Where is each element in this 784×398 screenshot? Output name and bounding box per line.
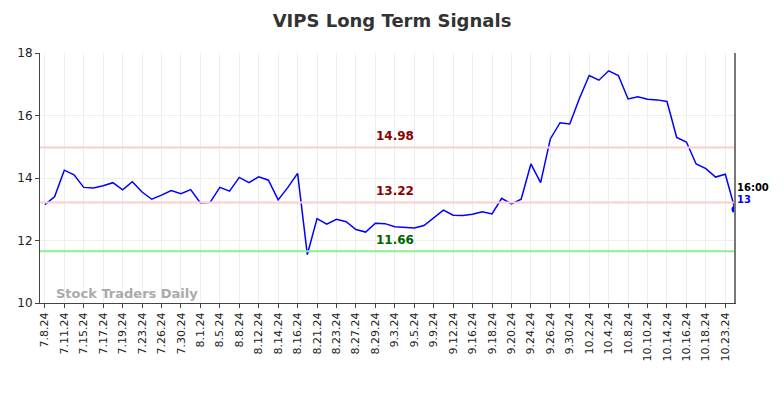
svg-text:8.1.24: 8.1.24 [194, 312, 207, 347]
svg-text:Stock Traders Daily: Stock Traders Daily [56, 286, 198, 301]
svg-text:10.4.24: 10.4.24 [602, 312, 615, 354]
svg-text:18: 18 [17, 46, 32, 60]
svg-text:10.18.24: 10.18.24 [699, 312, 712, 361]
svg-text:8.8.24: 8.8.24 [233, 312, 246, 347]
svg-text:10.8.24: 10.8.24 [622, 312, 635, 354]
svg-text:10.2.24: 10.2.24 [583, 312, 596, 354]
svg-text:VIPS Long Term Signals: VIPS Long Term Signals [273, 10, 512, 31]
svg-text:8.14.24: 8.14.24 [272, 312, 285, 354]
svg-text:8.29.24: 8.29.24 [369, 312, 382, 354]
svg-text:7.19.24: 7.19.24 [116, 312, 129, 354]
svg-text:8.12.24: 8.12.24 [252, 312, 265, 354]
svg-text:10.10.24: 10.10.24 [641, 312, 654, 361]
svg-text:9.18.24: 9.18.24 [486, 312, 499, 354]
svg-text:7.26.24: 7.26.24 [155, 312, 168, 354]
svg-text:9.30.24: 9.30.24 [563, 312, 576, 354]
svg-text:8.5.24: 8.5.24 [213, 312, 226, 347]
svg-text:8.27.24: 8.27.24 [349, 312, 362, 354]
svg-text:7.15.24: 7.15.24 [77, 312, 90, 354]
svg-text:9.20.24: 9.20.24 [505, 312, 518, 354]
svg-text:13: 13 [737, 194, 751, 205]
svg-text:9.26.24: 9.26.24 [544, 312, 557, 354]
svg-text:9.5.24: 9.5.24 [408, 312, 421, 347]
svg-text:9.16.24: 9.16.24 [466, 312, 479, 354]
svg-text:14.98: 14.98 [376, 129, 414, 143]
svg-text:16:00: 16:00 [737, 182, 769, 193]
svg-text:11.66: 11.66 [376, 233, 414, 247]
svg-text:7.30.24: 7.30.24 [175, 312, 188, 354]
svg-text:10.23.24: 10.23.24 [719, 312, 732, 361]
svg-text:7.11.24: 7.11.24 [58, 312, 71, 354]
svg-text:7.23.24: 7.23.24 [136, 312, 149, 354]
svg-text:10.16.24: 10.16.24 [680, 312, 693, 361]
svg-text:13.22: 13.22 [376, 184, 414, 198]
svg-text:9.24.24: 9.24.24 [524, 312, 537, 354]
svg-text:10: 10 [17, 296, 32, 310]
svg-text:9.9.24: 9.9.24 [427, 312, 440, 347]
svg-text:9.3.24: 9.3.24 [388, 312, 401, 347]
svg-text:16: 16 [17, 109, 32, 123]
svg-text:7.8.24: 7.8.24 [38, 312, 51, 347]
svg-text:9.12.24: 9.12.24 [447, 312, 460, 354]
svg-text:14: 14 [17, 171, 32, 185]
svg-text:8.23.24: 8.23.24 [330, 312, 343, 354]
svg-text:8.16.24: 8.16.24 [291, 312, 304, 354]
svg-text:7.17.24: 7.17.24 [97, 312, 110, 354]
svg-text:10.14.24: 10.14.24 [661, 312, 674, 361]
svg-text:12: 12 [17, 234, 32, 248]
svg-text:8.21.24: 8.21.24 [311, 312, 324, 354]
